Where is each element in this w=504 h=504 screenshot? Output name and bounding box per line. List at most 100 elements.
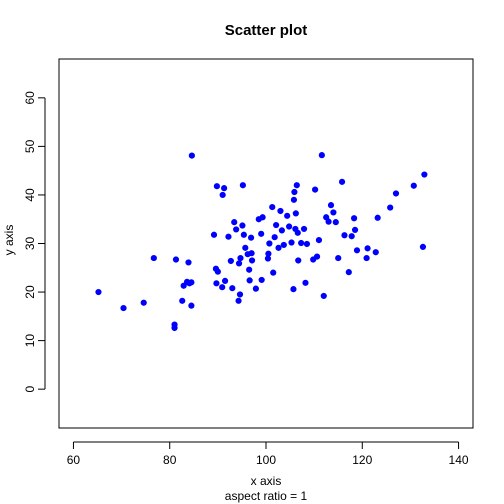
data-point	[248, 250, 255, 257]
data-point	[327, 202, 335, 209]
data-point	[284, 212, 291, 219]
data-point	[239, 222, 246, 229]
data-point	[95, 288, 102, 296]
data-point	[374, 214, 381, 221]
data-point	[221, 185, 228, 192]
data-point	[172, 256, 180, 263]
data-point	[421, 171, 428, 178]
data-point	[150, 254, 157, 262]
data-point	[280, 241, 287, 249]
data-point	[341, 232, 348, 239]
data-point	[300, 225, 308, 233]
data-point	[265, 250, 272, 257]
data-point	[290, 196, 298, 203]
data-point	[303, 240, 311, 248]
data-point	[140, 299, 147, 306]
data-point	[219, 191, 226, 199]
data-point	[188, 279, 195, 286]
data-point	[242, 244, 249, 251]
data-point	[258, 230, 265, 237]
data-point	[213, 280, 220, 287]
data-point	[318, 152, 325, 159]
data-point	[246, 266, 253, 273]
data-point	[419, 243, 427, 250]
chart-title: Scatter plot	[225, 22, 308, 39]
data-point	[248, 257, 256, 264]
x-tick-label: 140	[449, 453, 469, 467]
data-point	[237, 254, 244, 262]
data-point	[290, 286, 297, 293]
data-point	[332, 219, 339, 226]
data-point	[210, 231, 218, 238]
y-tick-label: 50	[23, 139, 37, 153]
data-point	[229, 285, 236, 292]
data-point	[246, 277, 253, 284]
data-point	[235, 297, 242, 304]
data-point	[348, 233, 355, 240]
data-point	[266, 240, 273, 247]
data-point	[213, 183, 220, 190]
data-point	[295, 257, 302, 264]
data-point	[239, 182, 246, 189]
x-tick-label: 80	[163, 453, 177, 467]
data-point	[188, 302, 195, 309]
data-point	[286, 223, 293, 230]
data-point	[258, 276, 265, 284]
data-point	[270, 269, 277, 276]
chart-subtitle: aspect ratio = 1	[225, 489, 308, 503]
data-point	[292, 210, 299, 217]
data-point	[273, 221, 280, 229]
data-point	[351, 226, 359, 234]
y-tick-label: 30	[23, 237, 37, 251]
data-point	[271, 234, 278, 241]
data-point	[392, 190, 400, 197]
data-point	[330, 209, 337, 216]
data-point	[350, 215, 358, 222]
data-point	[277, 207, 284, 215]
x-tick-label: 120	[352, 453, 372, 467]
data-point	[298, 239, 305, 247]
data-point	[235, 260, 243, 267]
data-point	[278, 227, 285, 234]
data-point	[288, 239, 295, 246]
data-point	[387, 204, 394, 211]
data-point	[325, 218, 332, 225]
data-point	[338, 178, 346, 185]
y-axis-label: y axis	[2, 225, 16, 256]
data-point	[233, 226, 240, 233]
data-point	[410, 182, 417, 189]
data-point	[179, 297, 186, 304]
data-point	[320, 292, 327, 300]
data-point	[219, 284, 226, 291]
x-axis-label: x axis	[251, 474, 282, 488]
y-tick-label: 60	[23, 91, 37, 105]
x-tick-label: 100	[256, 453, 276, 467]
data-point	[363, 254, 370, 262]
data-point	[188, 152, 195, 159]
data-point	[312, 186, 319, 193]
data-point	[269, 203, 276, 211]
y-tick-label: 0	[23, 386, 37, 393]
data-point	[294, 229, 301, 236]
data-point	[227, 257, 234, 265]
x-tick-label: 60	[67, 453, 81, 467]
data-point	[315, 237, 323, 244]
data-point	[231, 219, 238, 226]
data-point	[345, 269, 352, 276]
data-point	[225, 233, 232, 240]
data-point	[259, 214, 266, 221]
data-point	[185, 259, 192, 266]
data-point	[236, 291, 244, 298]
data-point	[120, 304, 127, 312]
data-point	[240, 231, 247, 238]
data-point	[171, 321, 178, 328]
data-point	[247, 234, 255, 241]
data-point	[291, 188, 298, 196]
data-point	[364, 245, 371, 252]
data-point	[252, 285, 259, 292]
data-point	[214, 268, 221, 275]
plot-frame	[58, 58, 474, 429]
data-point	[313, 253, 321, 260]
data-point	[221, 277, 229, 284]
